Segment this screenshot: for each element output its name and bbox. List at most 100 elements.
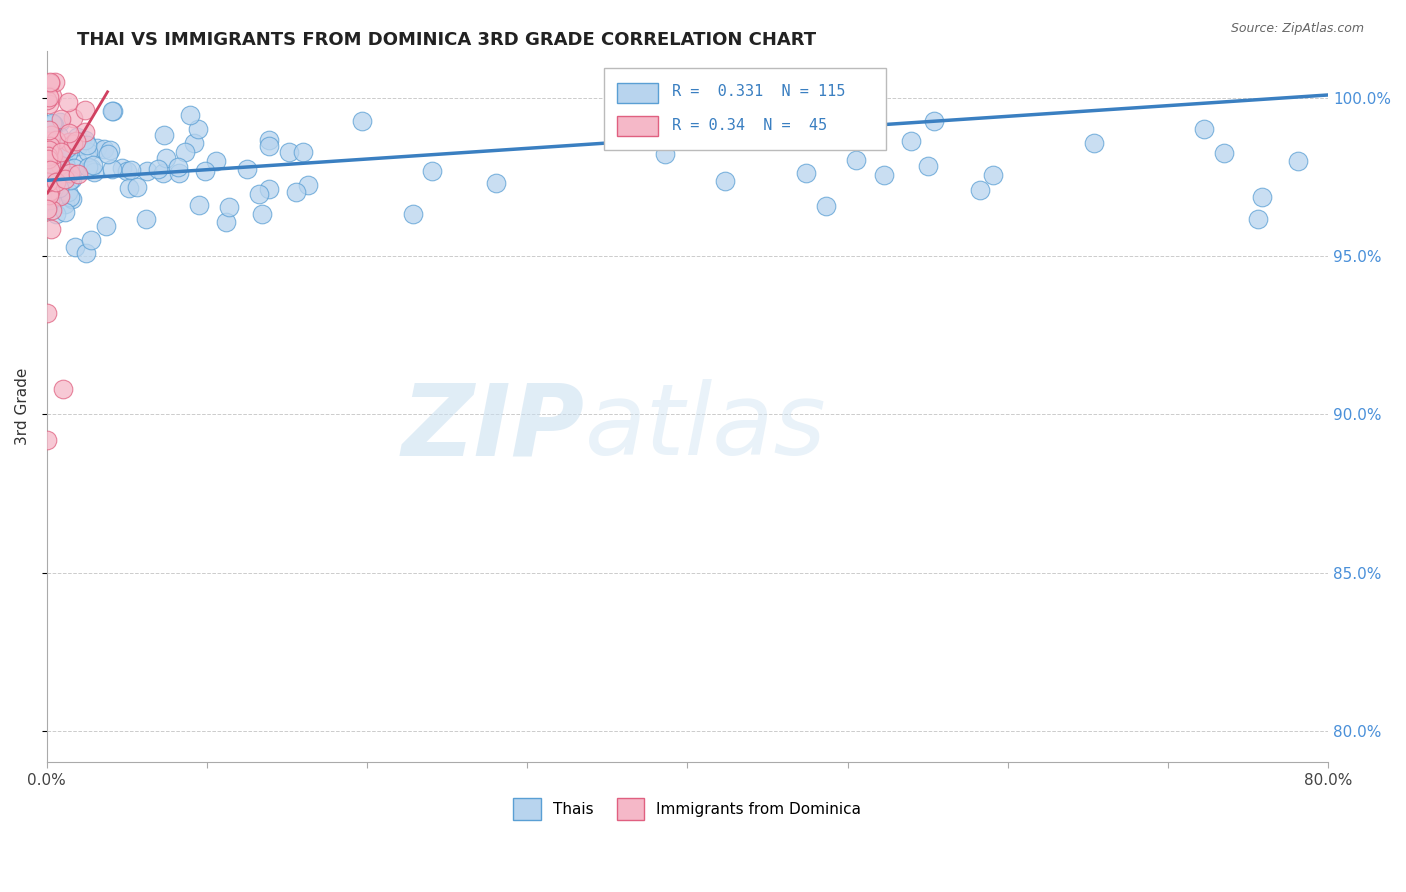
Point bbox=[75, 125, 97, 139]
Point bbox=[814, 199, 837, 213]
Point bbox=[65, 135, 87, 149]
Point bbox=[55, 160, 77, 174]
Point bbox=[48, 189, 70, 203]
Point bbox=[38, 89, 60, 103]
Point bbox=[981, 168, 1004, 182]
Point bbox=[39, 161, 62, 175]
Point bbox=[63, 161, 86, 175]
Point bbox=[63, 240, 86, 254]
Point bbox=[62, 136, 84, 151]
Y-axis label: 3rd Grade: 3rd Grade bbox=[15, 368, 30, 445]
Point bbox=[60, 171, 83, 186]
Point bbox=[49, 158, 72, 172]
Point bbox=[39, 184, 62, 198]
Point bbox=[146, 162, 169, 177]
Point bbox=[76, 137, 98, 152]
Point bbox=[37, 164, 59, 178]
Point bbox=[59, 189, 82, 203]
Point bbox=[153, 128, 176, 143]
Point bbox=[42, 148, 65, 162]
Point bbox=[37, 186, 59, 201]
Point bbox=[44, 158, 66, 172]
Point bbox=[58, 146, 80, 161]
Point bbox=[969, 183, 991, 197]
Point bbox=[873, 169, 896, 183]
Point bbox=[38, 187, 60, 202]
Point bbox=[218, 201, 240, 215]
Point bbox=[66, 138, 89, 153]
Point bbox=[1192, 121, 1215, 136]
Point bbox=[93, 142, 115, 156]
Point bbox=[135, 164, 157, 178]
Point bbox=[94, 219, 117, 234]
Point bbox=[37, 202, 59, 216]
Point bbox=[66, 167, 89, 181]
Point bbox=[56, 141, 79, 155]
Point bbox=[45, 133, 67, 147]
Point bbox=[654, 146, 676, 161]
Point bbox=[350, 114, 373, 128]
Point bbox=[38, 153, 60, 167]
Point bbox=[179, 108, 201, 122]
Point bbox=[97, 147, 120, 161]
Point bbox=[120, 162, 142, 177]
Bar bbox=[617, 116, 658, 136]
Point bbox=[111, 161, 134, 176]
Point bbox=[46, 165, 69, 179]
Text: atlas: atlas bbox=[585, 379, 827, 476]
Point bbox=[250, 207, 273, 221]
Point bbox=[155, 151, 177, 165]
Point bbox=[1083, 136, 1105, 151]
Point bbox=[187, 121, 209, 136]
Point bbox=[56, 186, 79, 200]
Point bbox=[38, 163, 60, 178]
Point bbox=[48, 181, 70, 195]
Point bbox=[98, 143, 121, 157]
Point bbox=[48, 128, 70, 143]
Point bbox=[53, 166, 76, 180]
Point bbox=[52, 382, 75, 396]
Point bbox=[39, 131, 62, 145]
Point bbox=[35, 306, 58, 320]
Point bbox=[714, 174, 737, 188]
Point bbox=[41, 89, 63, 103]
Point bbox=[53, 197, 76, 211]
Point bbox=[49, 145, 72, 159]
Point bbox=[297, 178, 319, 193]
Point bbox=[53, 172, 76, 186]
Point bbox=[101, 104, 124, 119]
Point bbox=[257, 182, 280, 196]
Bar bbox=[617, 83, 658, 103]
Point bbox=[167, 160, 190, 174]
Point bbox=[1212, 146, 1234, 161]
Point bbox=[37, 134, 59, 148]
Point bbox=[420, 164, 443, 178]
Point bbox=[73, 133, 96, 147]
Point bbox=[75, 103, 97, 118]
Point bbox=[900, 134, 922, 148]
Legend: Thais, Immigrants from Dominica: Thais, Immigrants from Dominica bbox=[508, 792, 868, 826]
Point bbox=[188, 197, 211, 211]
Point bbox=[174, 145, 197, 160]
Text: THAI VS IMMIGRANTS FROM DOMINICA 3RD GRADE CORRELATION CHART: THAI VS IMMIGRANTS FROM DOMINICA 3RD GRA… bbox=[77, 31, 817, 49]
Point bbox=[402, 207, 425, 221]
Point bbox=[52, 169, 75, 183]
Point bbox=[183, 136, 205, 150]
Point bbox=[1246, 212, 1268, 227]
Point bbox=[101, 103, 124, 118]
Point bbox=[80, 234, 103, 248]
Point bbox=[53, 205, 76, 219]
Point bbox=[41, 147, 63, 161]
Point bbox=[37, 175, 59, 189]
Point bbox=[37, 149, 59, 163]
Point bbox=[41, 162, 63, 177]
Text: ZIP: ZIP bbox=[402, 379, 585, 476]
Point bbox=[44, 163, 66, 178]
Point bbox=[75, 246, 97, 260]
Point bbox=[62, 112, 84, 126]
Point bbox=[37, 140, 59, 154]
Point bbox=[118, 181, 141, 195]
Point bbox=[83, 165, 105, 179]
Point bbox=[922, 114, 945, 128]
Point bbox=[66, 130, 89, 145]
